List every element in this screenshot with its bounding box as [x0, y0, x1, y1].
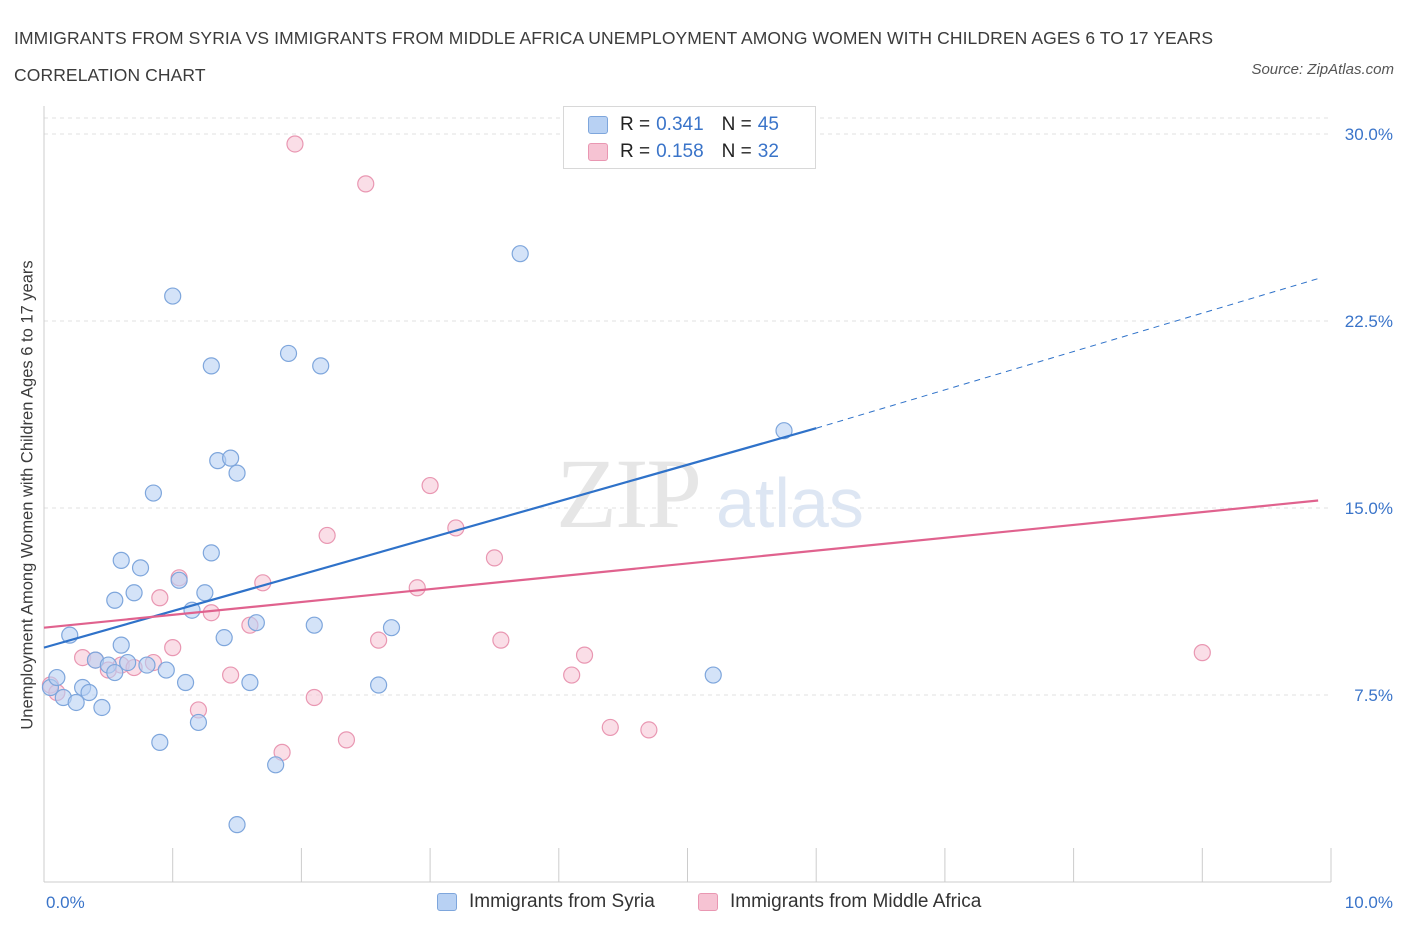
data-point-syria	[511, 245, 529, 263]
data-point-middle-africa	[492, 631, 510, 649]
data-point-syria	[312, 357, 330, 375]
syria-legend-label: Immigrants from Syria	[469, 891, 655, 912]
syria-swatch	[588, 116, 608, 134]
data-point-middle-africa	[164, 639, 182, 657]
r-value: 0.158	[656, 141, 704, 162]
r-label: R =	[620, 114, 651, 135]
n-label: N =	[721, 141, 752, 162]
y-tick-label: 30.0%	[1345, 125, 1393, 144]
series-syria	[41, 245, 793, 834]
watermark: ZIP atlas	[556, 438, 864, 549]
data-point-syria	[125, 584, 143, 602]
correlation-legend: R = 0.341 N = 45 R = 0.158 N = 32	[563, 106, 816, 169]
data-point-syria	[775, 422, 793, 440]
y-tick-label: 22.5%	[1345, 312, 1393, 331]
data-point-middle-africa	[305, 688, 323, 707]
data-point-syria	[48, 668, 66, 687]
x-tick-label: 0.0%	[46, 893, 85, 912]
data-point-syria	[93, 698, 111, 717]
data-point-syria	[228, 816, 246, 834]
bottom-legend-syria: Immigrants from Syria	[437, 889, 655, 915]
trend-lines	[43, 278, 1319, 649]
middle-africa-legend-label: Immigrants from Middle Africa	[730, 891, 982, 912]
data-point-syria	[80, 683, 98, 702]
data-point-syria	[151, 733, 169, 751]
data-point-syria	[704, 666, 722, 684]
trend-line-syria-extension	[816, 278, 1319, 429]
watermark-atlas: atlas	[716, 464, 864, 542]
data-point-syria	[241, 673, 259, 692]
data-point-syria	[106, 591, 124, 609]
data-point-syria	[131, 559, 150, 577]
data-point-middle-africa	[151, 589, 169, 607]
data-point-syria	[196, 584, 214, 602]
r-value: 0.341	[656, 114, 704, 135]
data-point-syria	[67, 693, 85, 712]
data-point-middle-africa	[337, 731, 356, 749]
data-point-middle-africa	[640, 721, 658, 739]
data-point-syria	[112, 636, 130, 654]
n-label: N =	[721, 114, 752, 135]
data-point-middle-africa	[563, 666, 581, 684]
data-point-syria	[119, 653, 137, 672]
middle-africa-swatch	[698, 893, 718, 911]
data-point-middle-africa	[286, 135, 304, 153]
data-point-middle-africa	[421, 476, 439, 495]
y-tick-label: 15.0%	[1345, 499, 1393, 518]
data-point-syria	[305, 616, 323, 634]
data-point-syria	[222, 449, 240, 467]
data-point-syria	[228, 464, 246, 482]
data-point-syria	[176, 673, 195, 692]
r-label: R =	[620, 141, 651, 162]
data-point-middle-africa	[485, 549, 504, 567]
legend-row-middle-africa: R = 0.158 N = 32	[588, 140, 779, 164]
data-point-syria	[202, 357, 220, 375]
data-point-syria	[382, 619, 401, 637]
data-point-middle-africa	[318, 526, 336, 545]
watermark-zip: ZIP	[556, 438, 700, 549]
trend-line-middle-africa	[43, 499, 1319, 629]
n-value: 32	[757, 141, 779, 162]
data-point-middle-africa	[1193, 644, 1211, 662]
data-point-syria	[144, 484, 162, 502]
data-point-syria	[138, 656, 156, 674]
middle-africa-swatch	[588, 143, 608, 161]
data-point-syria	[170, 571, 188, 589]
source-label: Source: ZipAtlas.com	[1251, 61, 1394, 78]
data-point-syria	[267, 756, 285, 774]
trend-line-syria	[43, 427, 817, 649]
chart-title: IMMIGRANTS FROM SYRIA VS IMMIGRANTS FROM…	[14, 28, 1214, 85]
data-point-syria	[189, 713, 208, 732]
data-point-middle-africa	[408, 579, 426, 597]
data-point-middle-africa	[601, 718, 619, 737]
data-point-syria	[157, 661, 175, 679]
axes	[43, 106, 1332, 883]
data-point-syria	[202, 544, 220, 562]
data-point-middle-africa	[202, 604, 220, 622]
syria-swatch	[437, 893, 457, 911]
data-point-syria	[279, 344, 298, 363]
tick-labels: 7.5% 15.0% 22.5% 30.0% 0.0% 10.0%	[46, 125, 1393, 912]
data-point-middle-africa	[370, 631, 388, 649]
legend-row-syria: R = 0.341 N = 45	[588, 113, 779, 137]
data-point-syria	[247, 614, 265, 632]
n-value: 45	[757, 114, 779, 135]
bottom-legend-middle-africa: Immigrants from Middle Africa	[698, 889, 981, 915]
data-point-middle-africa	[357, 175, 375, 193]
data-point-syria	[370, 676, 388, 694]
data-point-syria	[112, 551, 130, 569]
data-point-syria	[106, 663, 124, 682]
x-tick-label: 10.0%	[1345, 893, 1393, 912]
data-point-middle-africa	[575, 646, 594, 664]
y-tick-label: 7.5%	[1354, 686, 1393, 705]
data-point-middle-africa	[222, 666, 240, 684]
data-point-syria	[215, 629, 233, 647]
data-point-syria	[164, 287, 182, 305]
